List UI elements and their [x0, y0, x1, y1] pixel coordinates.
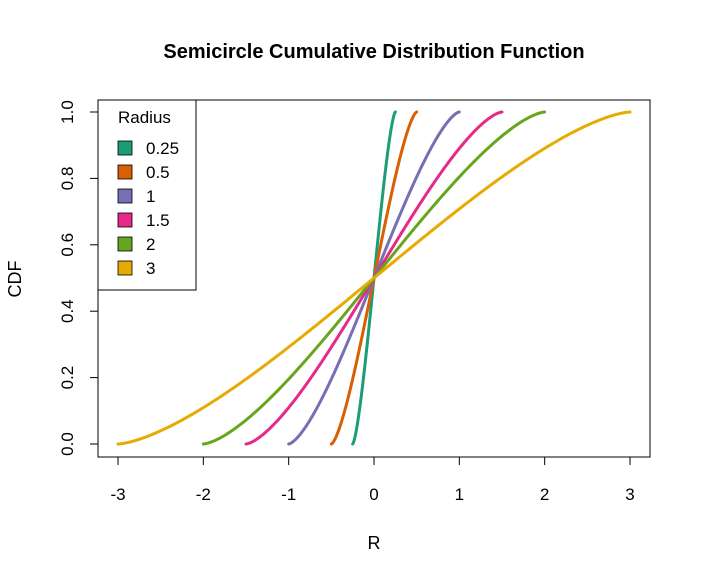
legend-swatch [117, 140, 133, 156]
legend-item: 3 [117, 259, 155, 278]
x-tick-label: -2 [196, 485, 211, 504]
legend-box [97, 99, 197, 291]
legend-label: 0.5 [146, 163, 170, 182]
x-tick-label: -1 [281, 485, 296, 504]
x-tick-label: 3 [625, 485, 634, 504]
legend-title: Radius [118, 108, 171, 127]
series-layer [116, 110, 632, 446]
y-tick-label: 0.6 [58, 233, 77, 257]
y-tick-label: 0.8 [58, 167, 77, 191]
y-axis: 0.0 0.2 0.4 0.6 0.8 1.0 [58, 100, 99, 456]
y-axis-label: CDF [5, 261, 25, 298]
x-tick-label: 1 [455, 485, 464, 504]
chart-title: Semicircle Cumulative Distribution Funct… [163, 41, 584, 63]
legend-item: 1 [117, 187, 155, 206]
legend-label: 0.25 [146, 139, 179, 158]
y-tick-label: 0.2 [58, 366, 77, 390]
legend-items: 0.25 0.5 1 1.5 2 3 [117, 139, 179, 278]
legend-label: 2 [146, 235, 155, 254]
legend-item: 0.25 [117, 139, 179, 158]
legend-label: 1 [146, 187, 155, 206]
legend-item: 2 [117, 235, 155, 254]
legend-swatch [117, 236, 133, 252]
series-line-6 [116, 110, 632, 446]
legend: Radius 0.25 0.5 1 1.5 2 3 [97, 99, 197, 291]
x-axis-label: R [368, 533, 381, 553]
y-tick-label: 0.4 [58, 299, 77, 323]
legend-item: 1.5 [117, 211, 170, 230]
legend-swatch [117, 164, 133, 180]
legend-swatch [117, 212, 133, 228]
x-tick-label: 2 [540, 485, 549, 504]
y-tick-label: 0.0 [58, 432, 77, 456]
legend-swatch [117, 260, 133, 276]
legend-item: 0.5 [117, 163, 170, 182]
x-axis: -3 -2 -1 0 1 2 3 [110, 456, 635, 504]
legend-label: 3 [146, 259, 155, 278]
y-tick-label: 1.0 [58, 100, 77, 124]
x-tick-label: -3 [110, 485, 125, 504]
legend-label: 1.5 [146, 211, 170, 230]
legend-swatch [117, 188, 133, 204]
x-tick-label: 0 [369, 485, 378, 504]
